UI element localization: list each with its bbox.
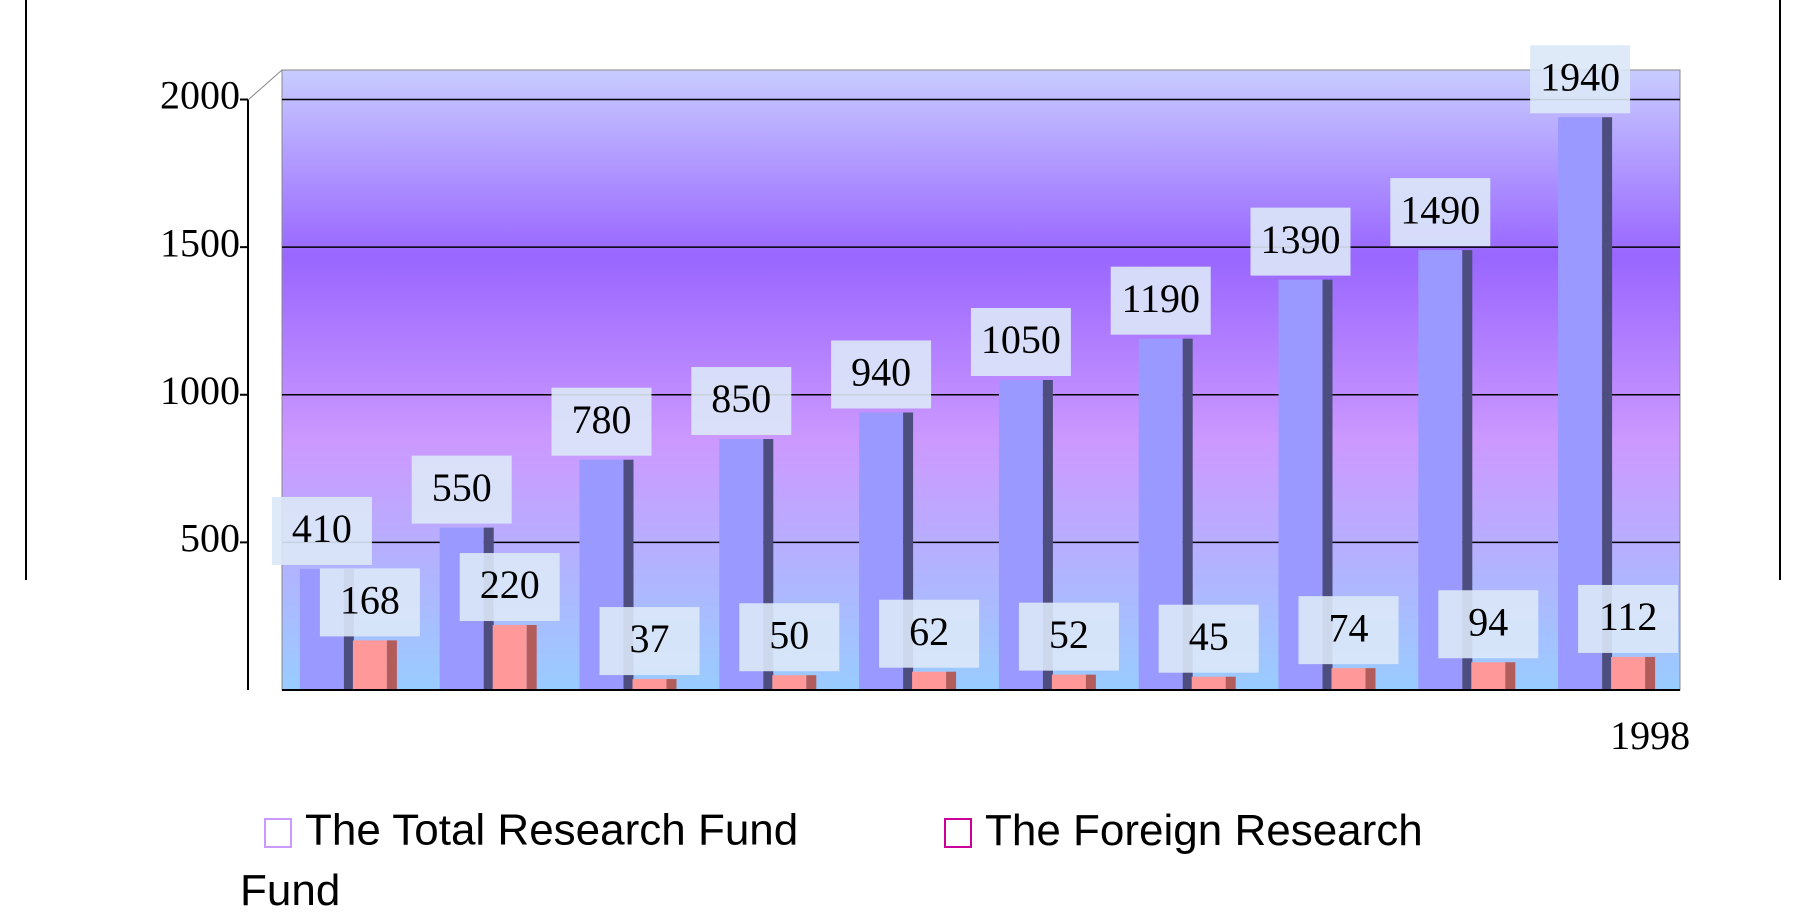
value-label-box (1390, 178, 1491, 247)
value-label: 52 (1049, 612, 1089, 657)
value-label-box (739, 603, 840, 672)
value-label-box (1438, 590, 1539, 659)
legend-label: The Foreign Research Fund (240, 806, 1423, 915)
bar (492, 625, 527, 690)
bar-side (1462, 250, 1473, 690)
bar-side (1365, 668, 1376, 690)
x-tick-label: 1998 (1610, 713, 1690, 758)
value-label-box (1110, 266, 1211, 335)
bar (772, 675, 807, 690)
value-label-box (319, 568, 420, 637)
bar-side (1322, 279, 1333, 690)
bar-side (526, 625, 537, 690)
bar (1051, 674, 1086, 690)
value-label-box (879, 599, 980, 668)
value-label-box (1250, 207, 1351, 276)
bar (1191, 676, 1226, 690)
y-tick-label: 500 (180, 516, 240, 561)
value-label-box (1578, 584, 1679, 653)
value-label-box (271, 496, 372, 565)
bar-side (666, 679, 677, 690)
bar-side (623, 459, 634, 690)
bar (1471, 662, 1506, 690)
value-label-box (1298, 596, 1399, 665)
bar-side (1085, 674, 1096, 690)
value-label-box (551, 387, 652, 456)
value-label-box (970, 308, 1071, 376)
value-label: 112 (1599, 594, 1658, 639)
value-label: 1390 (1261, 217, 1341, 262)
value-label: 940 (851, 350, 911, 395)
value-label-box (459, 553, 560, 622)
bar-side (1182, 338, 1193, 690)
legend-swatch (944, 818, 972, 848)
value-label-box (1158, 604, 1259, 673)
y-tick-label: 1500 (160, 220, 240, 265)
bar-side (386, 640, 397, 690)
value-label-box (411, 455, 512, 524)
bar (632, 679, 667, 690)
bar-side (763, 439, 774, 690)
value-label: 94 (1468, 599, 1508, 644)
value-label: 1940 (1540, 54, 1620, 99)
value-label-box (831, 340, 932, 409)
bar-side (903, 412, 914, 690)
value-label: 1050 (981, 317, 1061, 362)
plot-edge (247, 69, 283, 101)
bar (1611, 656, 1646, 690)
value-label: 74 (1329, 605, 1369, 650)
value-label: 220 (480, 562, 540, 607)
value-label-box (1530, 45, 1631, 114)
value-label: 62 (909, 609, 949, 654)
bar-side (1645, 656, 1656, 690)
value-label-box (691, 367, 792, 436)
bar-side (1505, 662, 1516, 690)
value-label: 550 (432, 465, 492, 510)
value-label: 168 (340, 578, 400, 623)
value-label: 50 (769, 612, 809, 657)
legend-label: The Total Research Fund (305, 806, 798, 855)
value-label: 45 (1189, 614, 1229, 659)
bar (912, 671, 947, 690)
legend-swatch (264, 818, 292, 848)
value-label: 410 (292, 506, 352, 551)
value-label-box (1018, 602, 1119, 671)
value-label: 780 (572, 397, 632, 442)
y-tick-label: 2000 (160, 73, 240, 118)
bar-side (946, 671, 957, 690)
bar-side (806, 675, 817, 690)
value-label: 37 (630, 616, 670, 661)
value-label: 1190 (1121, 276, 1200, 321)
value-label: 850 (711, 376, 771, 421)
bar (352, 640, 387, 690)
bar-side (1042, 380, 1053, 690)
value-label: 1490 (1400, 187, 1480, 232)
bar-side (1602, 117, 1613, 690)
value-label-box (599, 607, 700, 676)
y-tick-label: 1000 (160, 368, 240, 413)
bar (1331, 668, 1366, 690)
bar-side (1225, 676, 1236, 690)
